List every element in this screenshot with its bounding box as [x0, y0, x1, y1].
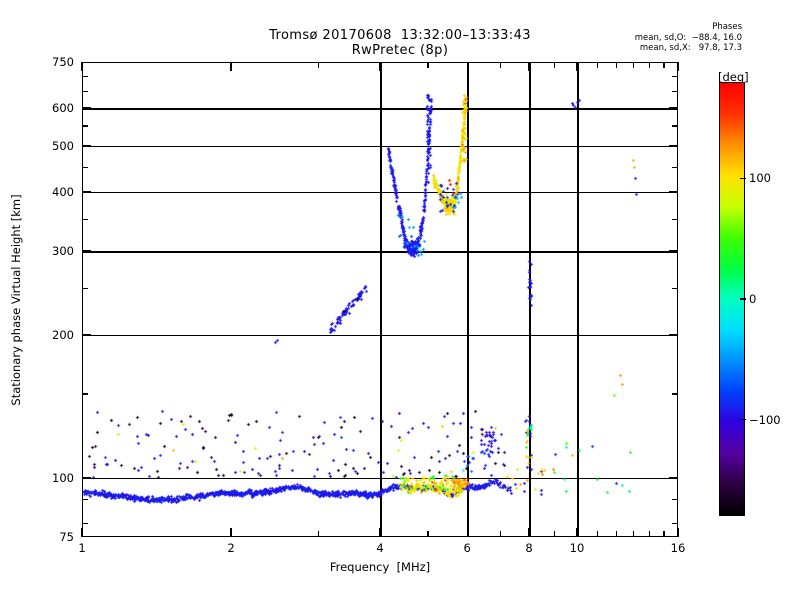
x-tick-bottom — [427, 531, 429, 537]
x-tick-bottom — [648, 531, 650, 537]
colorbar-tick — [740, 298, 746, 300]
y-tick-right — [672, 393, 678, 395]
y-tick-left — [82, 191, 91, 193]
x-axis-title: Frequency [MHz] — [329, 560, 431, 574]
y-tick-left — [82, 125, 88, 127]
y-tick-right — [669, 144, 678, 147]
y-tick-label: 100 — [52, 470, 74, 485]
y-tick-left — [82, 334, 91, 336]
y-tick-left — [82, 287, 88, 290]
y-tick-left — [82, 166, 88, 169]
y-tick-right — [672, 125, 678, 127]
x-tick-top — [596, 62, 599, 68]
y-tick-left — [82, 90, 88, 93]
y-tick-label: 600 — [52, 101, 74, 116]
phase-stats-heading: Phases — [712, 22, 742, 32]
x-tick-bottom — [81, 528, 83, 537]
x-tick-top — [677, 62, 679, 71]
y-tick-left — [82, 477, 91, 479]
scatter-canvas — [83, 63, 679, 538]
x-tick-top — [230, 62, 232, 71]
y-tick-left — [82, 250, 91, 252]
colorbar-tick — [740, 418, 746, 421]
x-tick-top — [466, 62, 468, 71]
colorbar-tick-label: 0 — [749, 292, 757, 306]
plot-area — [82, 62, 679, 538]
x-tick-top — [427, 62, 429, 68]
x-tick-top — [663, 62, 665, 68]
x-tick-label: 8 — [525, 541, 533, 555]
x-tick-label: 10 — [569, 541, 585, 555]
phase-stats-o: mean, sd,O: −88.4, 16.0 — [634, 32, 742, 43]
colorbar-tick — [740, 177, 746, 180]
x-tick-top — [499, 62, 501, 68]
y-tick-left — [82, 144, 91, 147]
x-tick-bottom — [677, 528, 679, 537]
y-tick-label: 200 — [52, 327, 74, 342]
x-tick-bottom — [632, 531, 634, 537]
x-tick-label: 6 — [463, 541, 471, 555]
y-tick-right — [672, 287, 678, 290]
x-tick-bottom — [499, 531, 501, 537]
x-tick-top — [528, 62, 530, 71]
y-tick-left — [82, 107, 91, 109]
x-tick-bottom — [317, 531, 319, 537]
x-tick-bottom — [379, 528, 381, 537]
x-tick-bottom — [466, 528, 468, 537]
x-tick-label: 2 — [227, 541, 235, 555]
x-tick-bottom — [663, 531, 665, 537]
y-tick-left — [82, 523, 88, 525]
x-tick-top — [317, 62, 319, 68]
x-tick-bottom — [615, 531, 617, 537]
phase-stats-x: mean, sd,X: 97.8, 17.3 — [639, 43, 742, 53]
x-tick-bottom — [596, 531, 599, 537]
y-tick-right — [672, 218, 678, 220]
y-tick-right — [672, 498, 678, 501]
colorbar-unit-label: [deg] — [718, 70, 749, 84]
y-axis-title: Stationary phase Virtual Height [km] — [9, 194, 23, 406]
y-tick-right — [672, 75, 678, 77]
x-tick-top — [379, 62, 381, 71]
x-tick-label: 4 — [376, 541, 384, 555]
y-tick-right — [669, 191, 678, 193]
y-tick-label: 500 — [52, 138, 74, 153]
phase-statistics: Phases mean, sd,O: −88.4, 16.0 mean, sd,… — [635, 22, 742, 54]
x-tick-label: 1 — [78, 541, 86, 555]
y-tick-right — [669, 477, 678, 479]
colorbar-tick-label: 100 — [749, 171, 771, 186]
y-tick-right — [669, 334, 678, 336]
y-tick-label: 750 — [52, 55, 74, 69]
y-tick-label: 300 — [52, 244, 74, 259]
y-tick-left — [82, 218, 88, 220]
y-tick-left — [82, 498, 88, 501]
plot-title-line2: RwPretec (8p) — [351, 43, 449, 58]
plot-title-line1: Tromsø 20170608 13:32:00–13:33:43 — [269, 28, 531, 43]
x-tick-top — [648, 62, 650, 68]
x-tick-top — [81, 62, 83, 71]
x-tick-bottom — [553, 531, 555, 537]
x-tick-top — [632, 62, 634, 68]
y-tick-right — [672, 166, 678, 169]
y-tick-label: 75 — [59, 530, 74, 544]
x-tick-top — [615, 62, 617, 68]
colorbar-tick-label: −100 — [749, 412, 781, 427]
y-tick-left — [82, 393, 88, 395]
x-tick-label: 16 — [670, 541, 686, 555]
x-tick-top — [553, 62, 555, 68]
x-tick-top — [576, 62, 578, 71]
x-tick-bottom — [230, 528, 232, 537]
y-tick-right — [672, 90, 678, 93]
x-tick-bottom — [528, 528, 530, 537]
x-tick-bottom — [576, 528, 578, 537]
y-tick-right — [669, 250, 678, 252]
y-tick-right — [669, 107, 678, 109]
y-tick-right — [672, 523, 678, 525]
y-tick-label: 400 — [52, 184, 74, 199]
y-tick-left — [82, 75, 88, 77]
